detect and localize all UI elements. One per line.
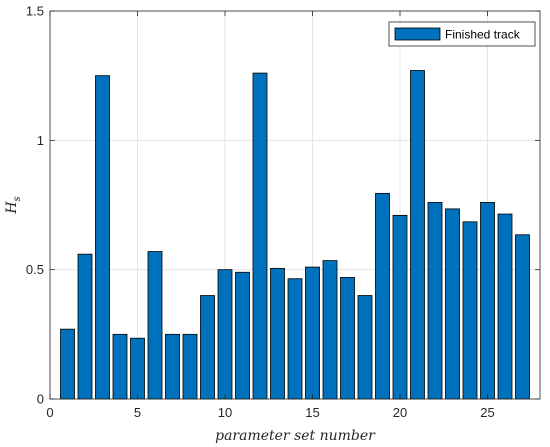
bar-20: [392, 214, 408, 400]
bar-15: [305, 266, 320, 400]
y-axis-label-subscript: s: [12, 196, 23, 201]
bar-26: [497, 213, 513, 400]
plot-frame: [49, 10, 541, 400]
legend-swatch: [394, 27, 441, 41]
bar-16: [322, 260, 338, 400]
bar-23: [445, 208, 460, 400]
bar-10: [217, 269, 233, 400]
y-tick-label-0: 0: [37, 392, 44, 407]
x-tick-label-2: 10: [218, 405, 232, 420]
x-tick-label-0: 0: [46, 405, 53, 420]
y-tick-label-3: 1.5: [26, 4, 44, 19]
bar-24: [462, 221, 478, 400]
bar-11: [235, 271, 250, 400]
x-tick-label-5: 25: [480, 405, 494, 420]
x-tick-label-4: 20: [393, 405, 407, 420]
bar-17: [340, 277, 355, 400]
y-axis-label-main: H: [4, 201, 20, 215]
bar-19: [375, 192, 390, 400]
y-axis-label: Hs: [4, 196, 23, 214]
legend: Finished track: [388, 21, 536, 47]
bar-8: [182, 333, 198, 400]
bar-22: [427, 202, 443, 400]
bar-13: [270, 267, 285, 400]
svg-text:Hs: Hs: [4, 196, 23, 214]
bar-2: [77, 253, 93, 400]
bar-3: [95, 75, 110, 400]
bar-12: [252, 72, 268, 400]
y-axis-ticks: 0 0.5 1 1.5: [26, 4, 540, 407]
y-tick-label-1: 0.5: [26, 262, 44, 277]
bar-21: [410, 70, 425, 400]
bar-14: [287, 278, 303, 400]
bars-group: [60, 70, 530, 400]
bar-4: [112, 333, 128, 400]
bar-7: [165, 333, 180, 400]
bar-6: [147, 251, 163, 400]
x-tick-label-3: 15: [305, 405, 319, 420]
x-tick-label-1: 5: [134, 405, 141, 420]
legend-entry-finished-track: Finished track: [445, 28, 521, 42]
bar-25: [480, 202, 495, 400]
bar-18: [357, 295, 373, 400]
y-tick-label-2: 1: [37, 133, 44, 148]
bar-9: [200, 295, 215, 400]
x-axis-ticks: 0 5 10 15 20 25: [46, 11, 495, 420]
bar-1: [60, 328, 75, 400]
x-axis-label: parameter set number: [215, 428, 376, 444]
bar-27: [515, 234, 530, 400]
bar-5: [130, 337, 145, 400]
